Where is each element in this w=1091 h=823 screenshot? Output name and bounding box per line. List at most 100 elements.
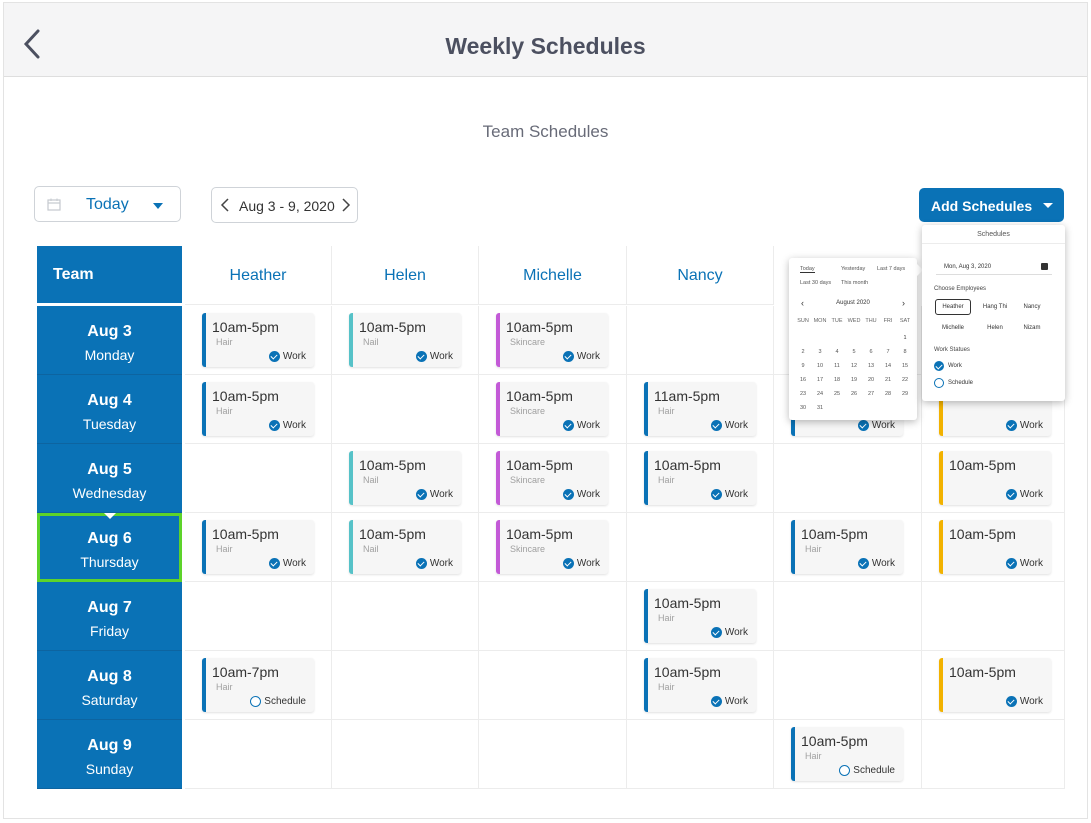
shift-card[interactable]: 10am-5pm Nail Work [349, 520, 461, 574]
calendar-day[interactable]: 22 [901, 377, 909, 383]
calendar-day[interactable]: 8 [903, 349, 907, 355]
shift-card[interactable]: 10am-5pm Skincare Work [496, 382, 608, 436]
schedule-slot[interactable] [479, 720, 627, 789]
schedule-slot[interactable]: 10am-5pm Hair Work [774, 513, 922, 582]
day-row-header[interactable]: Aug 9 Sunday [37, 720, 182, 789]
schedule-slot[interactable] [332, 375, 479, 444]
schedule-slot[interactable]: 10am-7pm Hair Schedule [185, 651, 332, 720]
calendar-day[interactable]: 7 [886, 349, 890, 355]
calendar-day[interactable]: 27 [867, 391, 875, 397]
quick-range-tab[interactable]: This month [841, 280, 869, 286]
shift-card[interactable]: 10am-5pm Hair Work [644, 589, 756, 643]
shift-card[interactable]: 10am-5pm Hair Work [644, 451, 756, 505]
add-schedules-button[interactable]: Add Schedules [919, 188, 1064, 222]
calendar-day[interactable]: 2 [801, 349, 805, 355]
schedule-slot[interactable]: 10am-5pm Skincare Work [479, 306, 627, 375]
schedule-slot[interactable]: 10am-5pm Work [922, 444, 1065, 513]
calendar-day[interactable]: 21 [884, 377, 892, 383]
shift-card[interactable]: 10am-5pm Work [939, 658, 1051, 712]
schedule-slot[interactable]: 10am-5pm Hair Work [627, 582, 774, 651]
schedule-slot[interactable] [332, 582, 479, 651]
shift-card[interactable]: 10am-5pm Hair Work [202, 520, 314, 574]
calendar-day[interactable]: 24 [816, 391, 824, 397]
calendar-day[interactable]: 4 [835, 349, 839, 355]
calendar-day[interactable]: 3 [818, 349, 822, 355]
schedule-slot[interactable]: 10am-5pm Skincare Work [479, 375, 627, 444]
schedule-slot[interactable] [479, 582, 627, 651]
calendar-day[interactable]: 14 [884, 363, 892, 369]
schedule-slot[interactable] [332, 720, 479, 789]
schedule-slot[interactable] [627, 306, 774, 375]
shift-card[interactable]: 10am-5pm Hair Work [791, 520, 903, 574]
schedule-slot[interactable]: 10am-5pm Nail Work [332, 513, 479, 582]
chevron-right-icon[interactable]: › [902, 298, 905, 308]
calendar-day[interactable]: 6 [869, 349, 873, 355]
calendar-day[interactable]: 11 [834, 363, 840, 369]
calendar-day[interactable]: 9 [801, 363, 805, 369]
shift-card[interactable]: 11am-5pm Hair Work [644, 382, 756, 436]
schedule-slot[interactable] [627, 513, 774, 582]
schedule-slot[interactable]: 10am-5pm Work [922, 651, 1065, 720]
calendar-day[interactable]: 5 [852, 349, 856, 355]
calendar-day[interactable]: 19 [850, 377, 858, 383]
shift-card[interactable]: 10am-5pm Hair Schedule [791, 727, 903, 781]
shift-card[interactable]: 10am-5pm Hair Work [644, 658, 756, 712]
shift-card[interactable]: 10am-5pm Skincare Work [496, 520, 608, 574]
shift-card[interactable]: 10am-5pm Skincare Work [496, 313, 608, 367]
schedule-slot[interactable]: 10am-5pm Skincare Work [479, 513, 627, 582]
quick-range-tab[interactable]: Last 7 days [877, 266, 906, 272]
schedule-slot[interactable]: 10am-5pm Nail Work [332, 444, 479, 513]
schedule-slot[interactable] [185, 444, 332, 513]
quick-range-tab[interactable]: Last 30 days [800, 280, 832, 286]
calendar-day[interactable]: 12 [850, 363, 858, 369]
shift-card[interactable]: 10am-5pm Nail Work [349, 451, 461, 505]
date-field[interactable]: Mon, Aug 3, 2020 [936, 259, 1052, 275]
calendar-day[interactable]: 20 [867, 377, 875, 383]
employee-chip[interactable]: Nancy [1023, 304, 1041, 310]
shift-card[interactable]: 10am-5pm Work [939, 451, 1051, 505]
quick-range-tab[interactable]: Today [800, 266, 815, 273]
schedule-slot[interactable]: 10am-5pm Hair Work [627, 444, 774, 513]
calendar-day[interactable]: 30 [799, 405, 807, 411]
employee-header[interactable]: Michelle [479, 246, 627, 305]
shift-card[interactable]: 10am-5pm Skincare Work [496, 451, 608, 505]
schedule-slot[interactable]: 10am-5pm Hair Work [185, 513, 332, 582]
calendar-day[interactable]: 15 [901, 363, 909, 369]
day-row-header[interactable]: Aug 3 Monday [37, 306, 182, 375]
day-row-header[interactable]: Aug 7 Friday [37, 582, 182, 651]
employee-header[interactable]: Nancy [627, 246, 774, 305]
employee-chip[interactable]: Helen [987, 325, 1003, 331]
calendar-day[interactable]: 31 [816, 405, 824, 411]
chevron-left-icon[interactable] [220, 198, 230, 212]
quick-range-tab[interactable]: Yesterday [841, 266, 866, 272]
calendar-day[interactable]: 13 [867, 363, 875, 369]
schedule-slot[interactable] [922, 582, 1065, 651]
schedule-slot[interactable]: 11am-5pm Hair Work [627, 375, 774, 444]
status-option[interactable]: Schedule [934, 378, 973, 388]
calendar-day[interactable]: 17 [816, 377, 824, 383]
calendar-day[interactable]: 1 [897, 331, 913, 343]
schedule-slot[interactable] [774, 444, 922, 513]
shift-card[interactable]: 10am-5pm Work [939, 520, 1051, 574]
employee-chip[interactable]: Heather [935, 299, 971, 315]
calendar-day[interactable]: 16 [799, 377, 807, 383]
day-row-header[interactable]: Aug 4 Tuesday [37, 375, 182, 444]
calendar-day[interactable]: 10 [816, 363, 824, 369]
calendar-day[interactable]: 18 [833, 377, 841, 383]
schedule-slot[interactable]: 10am-5pm Hair Work [185, 375, 332, 444]
chevron-left-icon[interactable]: ‹ [801, 298, 804, 308]
calendar-day[interactable]: 28 [884, 391, 892, 397]
schedule-slot[interactable] [479, 651, 627, 720]
schedule-slot[interactable] [774, 582, 922, 651]
shift-card[interactable]: 10am-5pm Hair Work [202, 382, 314, 436]
status-option[interactable]: Work [934, 361, 962, 371]
shift-card[interactable]: 10am-5pm Hair Work [202, 313, 314, 367]
schedule-slot[interactable]: 10am-5pm Hair Work [185, 306, 332, 375]
day-row-header[interactable]: Aug 8 Saturday [37, 651, 182, 720]
employee-header[interactable]: Helen [332, 246, 479, 305]
calendar-day[interactable]: 29 [901, 391, 909, 397]
employee-chip[interactable]: Nizam [1023, 325, 1041, 331]
calendar-day[interactable]: 23 [799, 391, 807, 397]
day-row-header[interactable]: Aug 5 Wednesday [37, 444, 182, 513]
schedule-slot[interactable]: 10am-5pm Nail Work [332, 306, 479, 375]
